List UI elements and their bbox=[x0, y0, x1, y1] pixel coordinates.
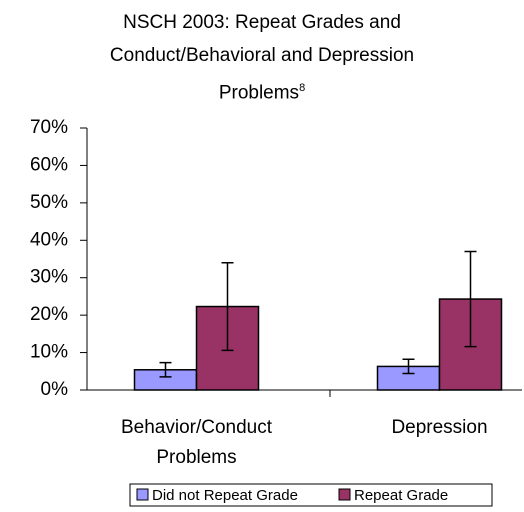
legend-swatch bbox=[136, 488, 149, 501]
x-tick-label: Behavior/Conduct Problems bbox=[120, 417, 273, 468]
error-bar bbox=[221, 261, 234, 352]
legend-box bbox=[129, 483, 493, 507]
error-bar bbox=[159, 361, 172, 378]
legend-swatch bbox=[338, 488, 351, 501]
y-tick-label: 20% bbox=[30, 304, 68, 325]
error-bar bbox=[464, 250, 477, 348]
legend-label: Repeat Grade bbox=[354, 487, 448, 504]
x-tick-label: Depression bbox=[391, 417, 488, 438]
y-tick-label: 50% bbox=[30, 192, 68, 213]
y-tick-label: 0% bbox=[41, 379, 69, 400]
chart-title: NSCH 2003: Repeat Grades and Conduct/Beh… bbox=[109, 12, 415, 104]
y-tick-label: 60% bbox=[30, 154, 68, 175]
y-tick-label: 30% bbox=[30, 267, 68, 288]
legend-label: Did not Repeat Grade bbox=[152, 487, 298, 504]
y-tick-label: 70% bbox=[30, 117, 68, 138]
y-tick-label: 10% bbox=[30, 342, 68, 363]
chart-title-block: NSCH 2003: Repeat Grades and Conduct/Beh… bbox=[92, 6, 432, 109]
title-superscript: 8 bbox=[299, 82, 306, 94]
y-tick-label: 40% bbox=[30, 229, 68, 250]
error-bar bbox=[402, 358, 415, 375]
